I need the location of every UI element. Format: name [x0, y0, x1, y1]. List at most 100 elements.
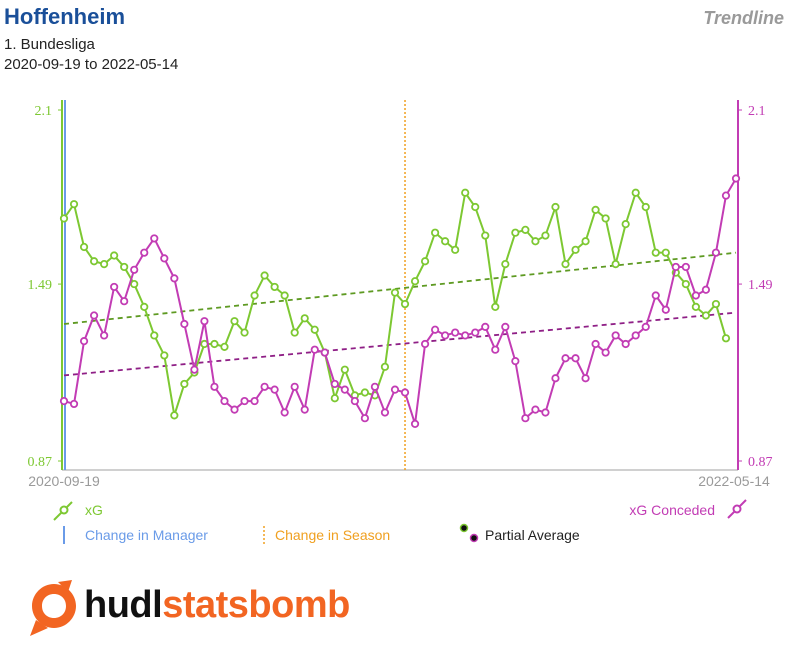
- xg-point: [591, 205, 600, 214]
- xg-conceded-point: [531, 405, 540, 414]
- xg-conceded-point: [310, 345, 319, 354]
- xg-conceded-point: [240, 396, 249, 406]
- xg-conceded-point: [350, 396, 359, 406]
- xg-conceded-point: [300, 405, 309, 414]
- xg-point: [541, 231, 550, 240]
- xg-point: [400, 299, 410, 309]
- xg-conceded-point: [731, 174, 741, 183]
- legend-partial-average-label: Partial Average: [485, 527, 580, 543]
- xg-conceded-point: [380, 408, 390, 417]
- xg-conceded-point: [320, 348, 329, 357]
- xg-conceded-point: [591, 339, 600, 349]
- right-tick-label: 0.87: [748, 455, 773, 470]
- xg-point: [420, 257, 430, 266]
- xg-conceded-point: [220, 396, 229, 406]
- brand-wordmark-part1: hudl: [84, 584, 163, 626]
- xg-point: [621, 220, 630, 229]
- xg-point: [150, 331, 159, 340]
- xg-conceded-point: [180, 319, 189, 329]
- xg-point: [220, 342, 229, 351]
- xg-point: [240, 328, 249, 337]
- xg-point: [571, 245, 580, 254]
- xg-point: [441, 237, 450, 246]
- x-end-label: 2022-05-14: [698, 473, 770, 489]
- xg-point: [641, 202, 650, 212]
- xg-conceded-point: [461, 331, 470, 340]
- xg-point: [511, 228, 520, 237]
- left-tick-label: 0.87: [28, 455, 53, 470]
- event-markers: [64, 100, 406, 470]
- xg-conceded-point: [641, 322, 650, 331]
- xg-point: [551, 202, 560, 212]
- xg-conceded-point: [501, 322, 510, 331]
- legend-xg-label: xG: [85, 502, 103, 518]
- xg-conceded-point: [160, 254, 169, 263]
- xg-conceded-point: [711, 248, 721, 257]
- xg-point: [501, 259, 510, 269]
- right-tick-label: 1.49: [748, 278, 773, 293]
- xg-conceded-point: [190, 365, 199, 374]
- xg-conceded-point: [290, 382, 299, 391]
- xg-point: [461, 188, 470, 197]
- xg-point: [711, 299, 721, 309]
- xg-point: [380, 362, 390, 371]
- xg-conceded-point: [120, 297, 129, 306]
- xg-point: [310, 325, 319, 334]
- xg-trend-line: [63, 251, 737, 325]
- xg-point: [521, 225, 530, 234]
- legend-season-label: Change in Season: [275, 527, 390, 543]
- xg-point: [100, 259, 109, 269]
- xg-point: [300, 314, 309, 323]
- brand-wordmark: hudlstatsbomb: [84, 584, 350, 627]
- legend-xg-conceded-icon: [727, 499, 747, 519]
- xg-conceded-point: [511, 357, 520, 366]
- xg-point: [431, 228, 440, 237]
- xg-point: [160, 351, 169, 360]
- xg-conceded-point: [59, 396, 69, 406]
- xg-conceded-point: [721, 191, 731, 200]
- brand-wordmark-part2: statsbomb: [162, 584, 350, 626]
- legend-partial-average-icon: [459, 523, 479, 543]
- xg-conceded-point: [611, 331, 620, 340]
- legend-xg-conceded-label: xG Conceded: [629, 502, 715, 518]
- xg-conceded-point: [491, 345, 500, 354]
- hudl-statsbomb-logo-icon: [30, 580, 76, 636]
- xg-conceded-point: [661, 305, 670, 314]
- xg-point: [471, 202, 480, 212]
- xg-conceded-point: [390, 385, 400, 394]
- xg-point: [611, 259, 620, 269]
- right-tick-labels: 0.87 1.49 2.1: [738, 104, 773, 470]
- left-tick-labels: 0.87 1.49 2.1: [28, 104, 62, 470]
- xg-point: [69, 200, 79, 209]
- xg-point: [140, 302, 149, 312]
- xg-conceded-point: [210, 382, 219, 391]
- xg-conceded-point: [270, 385, 279, 394]
- xg-conceded-point: [400, 388, 410, 397]
- xg-conceded-point: [521, 414, 530, 423]
- trend-lines: [63, 251, 737, 377]
- xg-conceded-series-line: [63, 177, 737, 425]
- xg-point: [270, 282, 279, 292]
- xg-conceded-point: [100, 331, 109, 340]
- xg-point: [681, 279, 690, 289]
- xg-conceded-point: [621, 339, 630, 349]
- xg-conceded-point: [250, 396, 259, 406]
- chart-kind-label: Trendline: [703, 8, 784, 28]
- legend-xg-icon: [53, 501, 73, 521]
- xg-conceded-point: [79, 337, 89, 346]
- xg-conceded-point: [420, 339, 430, 349]
- xg-conceded-point: [691, 291, 700, 300]
- xg-point: [561, 259, 570, 269]
- legend: xG xG Conceded Change in Manager Change …: [53, 499, 747, 544]
- xg-point: [721, 334, 731, 343]
- xg-conceded-point: [140, 248, 149, 257]
- xg-point: [130, 279, 139, 289]
- xg-conceded-point: [260, 382, 269, 391]
- xg-conceded-point: [431, 325, 440, 334]
- xg-point: [390, 288, 400, 297]
- xg-conceded-point: [170, 274, 179, 283]
- legend-manager-label: Change in Manager: [85, 527, 208, 543]
- xg-conceded-point: [200, 317, 209, 326]
- xg-point: [410, 277, 420, 286]
